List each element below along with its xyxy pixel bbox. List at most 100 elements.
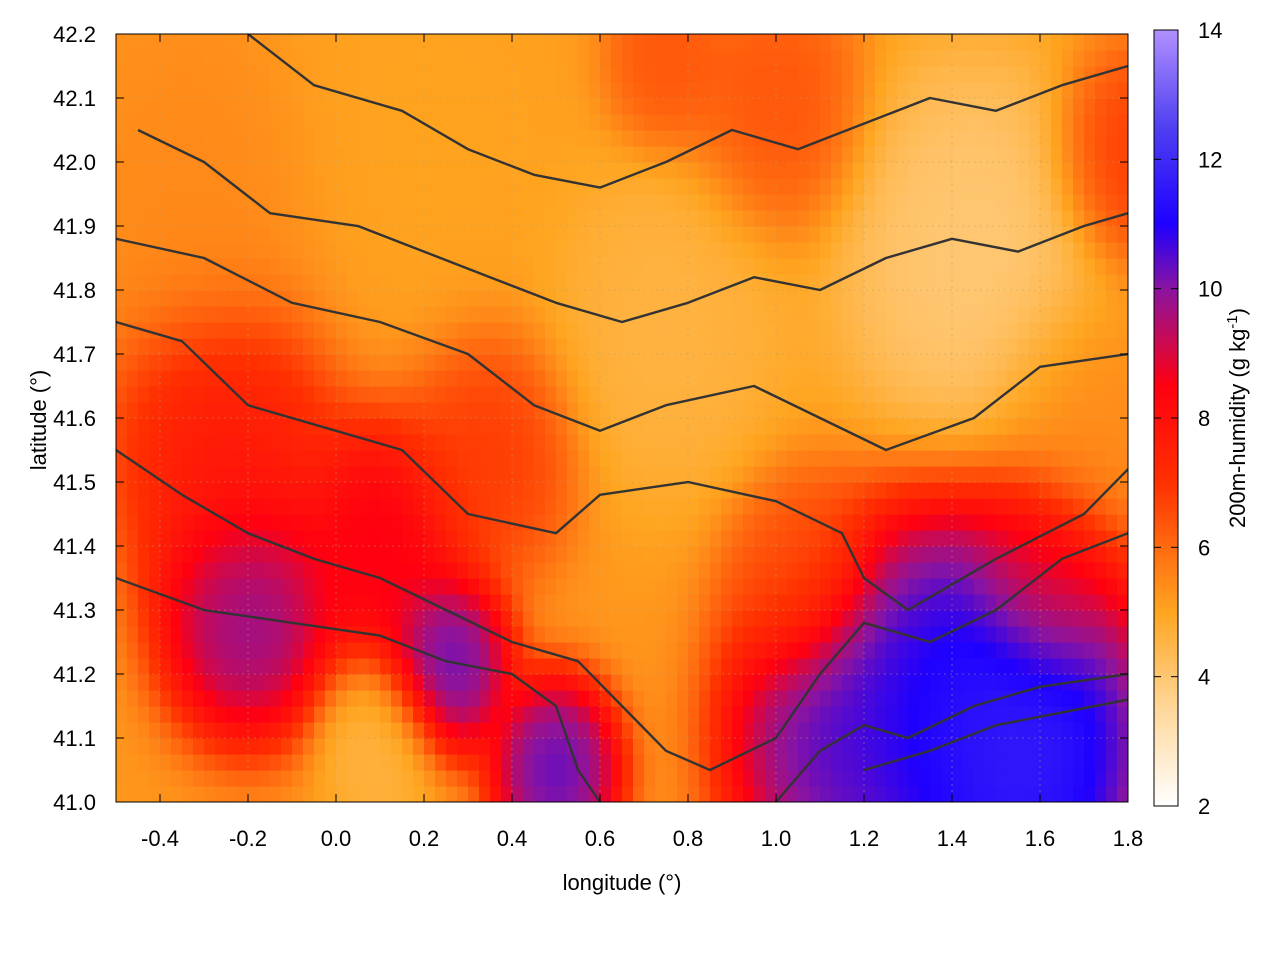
heatmap-cell — [446, 610, 458, 627]
heatmap-cell — [886, 210, 898, 227]
heatmap-cell — [556, 578, 568, 595]
heatmap-cell — [974, 306, 986, 323]
heatmap-cell — [985, 690, 997, 707]
heatmap-cell — [798, 450, 810, 467]
heatmap-cell — [435, 674, 447, 691]
heatmap-cell — [754, 514, 766, 531]
heatmap-cell — [842, 498, 854, 515]
heatmap-cell — [996, 130, 1008, 147]
heatmap-cell — [490, 258, 502, 275]
heatmap-cell — [776, 562, 788, 579]
heatmap-cell — [347, 610, 359, 627]
heatmap-cell — [567, 242, 579, 259]
heatmap-cell — [501, 594, 513, 611]
heatmap-cell — [699, 98, 711, 115]
heatmap-cell — [754, 194, 766, 211]
heatmap-cell — [1106, 642, 1118, 659]
heatmap-cell — [1095, 706, 1107, 723]
heatmap-cell — [589, 66, 601, 83]
heatmap-cell — [160, 194, 172, 211]
heatmap-cell — [1106, 482, 1118, 499]
heatmap-cell — [490, 754, 502, 771]
heatmap-cell — [204, 274, 216, 291]
heatmap-cell — [853, 178, 865, 195]
heatmap-cell — [908, 130, 920, 147]
heatmap-cell — [468, 258, 480, 275]
heatmap-cell — [941, 674, 953, 691]
heatmap-cell — [644, 754, 656, 771]
heatmap-cell — [545, 50, 557, 67]
heatmap-cell — [908, 162, 920, 179]
heatmap-cell — [820, 306, 832, 323]
colorbar-label-superscript: -1 — [1224, 315, 1241, 328]
heatmap-cell — [259, 290, 271, 307]
heatmap-cell — [424, 146, 436, 163]
heatmap-cell — [281, 610, 293, 627]
heatmap-cell — [270, 242, 282, 259]
heatmap-cell — [710, 146, 722, 163]
heatmap-cell — [446, 386, 458, 403]
heatmap-cell — [424, 658, 436, 675]
heatmap-cell — [743, 338, 755, 355]
heatmap-cell — [314, 226, 326, 243]
heatmap-cell — [1007, 178, 1019, 195]
heatmap-cell — [325, 258, 337, 275]
heatmap-cell — [336, 50, 348, 67]
heatmap-cell — [1106, 306, 1118, 323]
heatmap-cell — [864, 530, 876, 547]
heatmap-cell — [534, 290, 546, 307]
heatmap-cell — [336, 146, 348, 163]
heatmap-cell — [1106, 770, 1118, 787]
heatmap-cell — [1007, 338, 1019, 355]
heatmap-cell — [754, 258, 766, 275]
heatmap-cell — [886, 530, 898, 547]
heatmap-cell — [424, 354, 436, 371]
heatmap-cell — [963, 114, 975, 131]
heatmap-cell — [897, 130, 909, 147]
heatmap-cell — [479, 514, 491, 531]
heatmap-cell — [545, 338, 557, 355]
heatmap-cell — [193, 786, 205, 802]
heatmap-cell — [127, 594, 139, 611]
heatmap-cell — [1029, 466, 1041, 483]
heatmap-cell — [1040, 162, 1052, 179]
heatmap-cell — [281, 466, 293, 483]
heatmap-cell — [116, 562, 128, 579]
heatmap-cell — [688, 82, 700, 99]
heatmap-cell — [611, 786, 623, 802]
heatmap-cell — [875, 658, 887, 675]
heatmap-cell — [688, 722, 700, 739]
heatmap-cell — [325, 626, 337, 643]
heatmap-cell — [270, 754, 282, 771]
heatmap-cell — [1084, 82, 1096, 99]
heatmap-cell — [1106, 514, 1118, 531]
heatmap-cell — [732, 738, 744, 755]
heatmap-cell — [424, 306, 436, 323]
heatmap-cell — [886, 370, 898, 387]
heatmap-cell — [578, 466, 590, 483]
heatmap-cell — [160, 546, 172, 563]
heatmap-cell — [930, 274, 942, 291]
heatmap-cell — [512, 274, 524, 291]
heatmap-cell — [1073, 594, 1085, 611]
heatmap-cell — [666, 242, 678, 259]
heatmap-cell — [897, 610, 909, 627]
heatmap-cell — [567, 450, 579, 467]
heatmap-cell — [831, 178, 843, 195]
heatmap-cell — [787, 690, 799, 707]
heatmap-cell — [963, 626, 975, 643]
heatmap-cell — [512, 482, 524, 499]
heatmap-cell — [358, 690, 370, 707]
heatmap-cell — [1106, 786, 1118, 802]
y-tick-label: 41.4 — [53, 534, 96, 559]
heatmap-cell — [347, 674, 359, 691]
heatmap-cell — [589, 322, 601, 339]
heatmap-cell — [853, 722, 865, 739]
heatmap-cell — [600, 658, 612, 675]
heatmap-cell — [468, 562, 480, 579]
heatmap-cell — [314, 498, 326, 515]
heatmap-cell — [1095, 290, 1107, 307]
heatmap-cell — [721, 626, 733, 643]
heatmap-cell — [1073, 258, 1085, 275]
heatmap-cell — [1051, 754, 1063, 771]
